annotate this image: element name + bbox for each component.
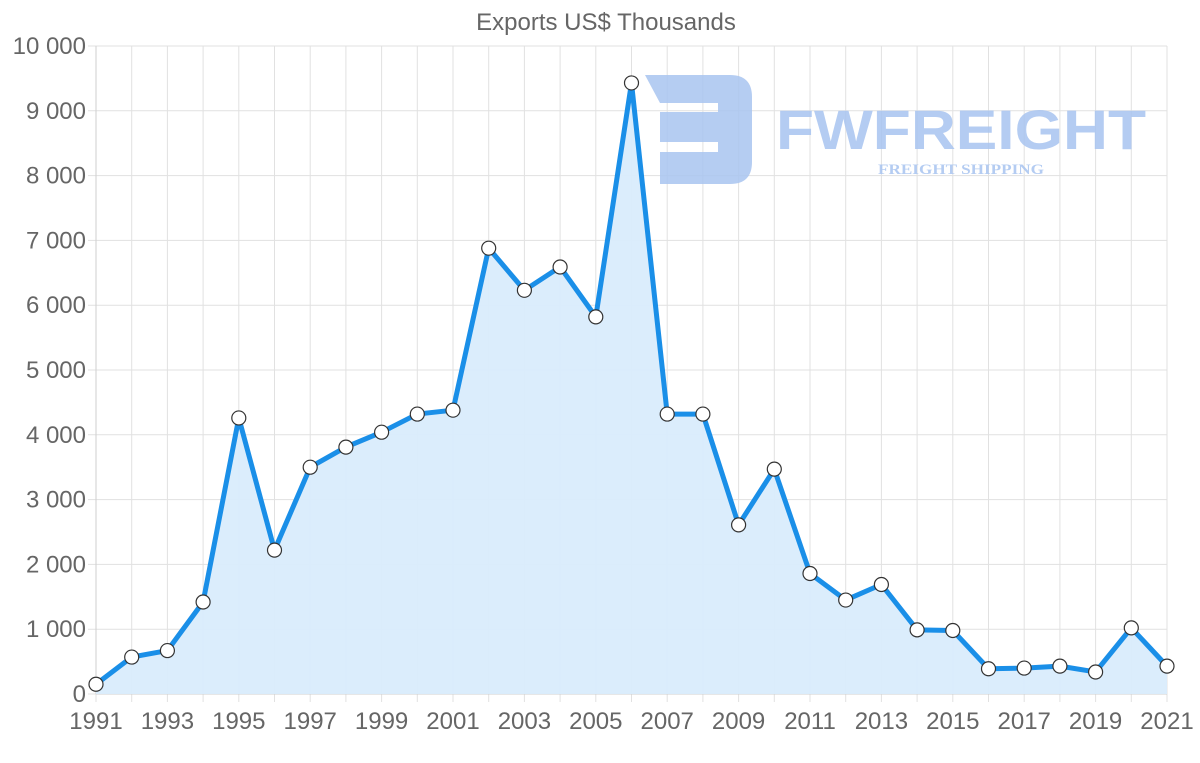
data-point[interactable] [338, 439, 354, 455]
x-tick-label: 2007 [641, 708, 694, 735]
x-tick-label: 1991 [69, 708, 122, 735]
y-tick-label: 7 000 [26, 227, 86, 254]
watermark-tagline: FREIGHT SHIPPING [878, 162, 1044, 178]
data-point[interactable] [88, 676, 104, 692]
data-point[interactable] [695, 406, 711, 422]
data-point[interactable] [1052, 658, 1068, 674]
y-tick-label: 3 000 [26, 487, 86, 514]
data-point[interactable] [766, 461, 782, 477]
x-tick-label: 1995 [212, 708, 265, 735]
data-point[interactable] [1016, 660, 1032, 676]
x-tick-label: 2013 [855, 708, 908, 735]
data-point[interactable] [481, 240, 497, 256]
watermark-brand: FWFREIGHT [776, 98, 1146, 161]
data-point[interactable] [623, 75, 640, 91]
x-tick-label: 1999 [355, 708, 408, 735]
y-tick-label: 10 000 [13, 33, 86, 60]
data-point[interactable] [231, 410, 247, 426]
area-fill [96, 82, 1167, 695]
data-point[interactable] [1087, 664, 1104, 680]
chart-title: Exports US$ Thousands [476, 9, 736, 36]
x-tick-label: 2021 [1140, 708, 1193, 735]
data-point[interactable] [124, 649, 140, 665]
y-tick-label: 4 000 [26, 422, 86, 449]
x-tick-label: 2015 [926, 708, 979, 735]
data-point[interactable] [159, 642, 175, 659]
data-point[interactable] [838, 592, 854, 608]
data-points [88, 75, 1175, 692]
x-tick-label: 2009 [712, 708, 765, 735]
data-point[interactable] [980, 661, 997, 677]
data-point[interactable] [266, 542, 283, 558]
data-point[interactable] [409, 406, 425, 422]
data-point[interactable] [516, 282, 533, 298]
x-tick-label: 2001 [426, 708, 479, 735]
data-point[interactable] [302, 459, 318, 475]
y-tick-label: 9 000 [26, 98, 86, 125]
x-tick-label: 2019 [1069, 708, 1122, 735]
x-tick-label: 2017 [998, 708, 1051, 735]
fw-logo-icon [645, 75, 752, 184]
data-point[interactable] [445, 402, 461, 418]
data-point[interactable] [659, 406, 675, 422]
y-tick-label: 0 [73, 681, 86, 708]
y-tick-label: 8 000 [26, 163, 86, 190]
x-tick-label: 1997 [284, 708, 337, 735]
y-tick-label: 2 000 [26, 551, 86, 578]
data-point[interactable] [552, 259, 568, 275]
data-point[interactable] [1123, 620, 1139, 636]
watermark-logo: FWFREIGHT FREIGHT SHIPPING [645, 75, 1146, 184]
data-point[interactable] [945, 622, 961, 639]
x-tick-label: 2005 [569, 708, 622, 735]
x-tick-label: 2003 [498, 708, 551, 735]
y-tick-label: 1 000 [26, 616, 86, 643]
y-tick-label: 5 000 [26, 357, 86, 384]
x-tick-label: 1993 [141, 708, 194, 735]
data-point[interactable] [873, 576, 890, 593]
y-tick-label: 6 000 [26, 292, 86, 319]
data-point[interactable] [909, 622, 925, 638]
data-point[interactable] [374, 424, 390, 440]
data-point[interactable] [588, 309, 604, 325]
data-point[interactable] [730, 517, 747, 533]
x-axis-ticks: 1991 1993 1995 1997 1999 2001 2003 2005 2007 2009… [69, 708, 1193, 735]
y-axis-ticks: 0 1 000 2 000 3 000 4 000 5 000 6 000 7 000 8 00… [13, 33, 86, 708]
data-point[interactable] [195, 594, 211, 610]
data-point[interactable] [1159, 658, 1175, 674]
data-point[interactable] [802, 565, 818, 582]
x-tick-label: 2011 [784, 708, 836, 735]
